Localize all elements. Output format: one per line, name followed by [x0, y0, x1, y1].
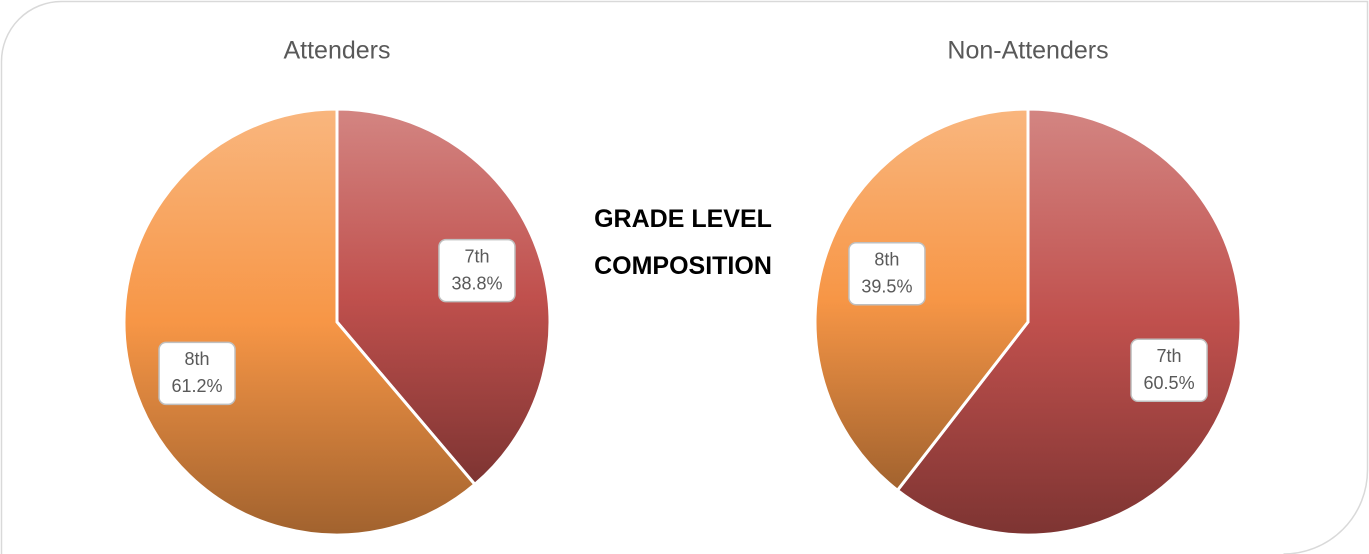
- data-label-box: [1130, 338, 1208, 403]
- data-label-value: 61.2%: [172, 376, 223, 396]
- pie-slice: [122, 107, 477, 537]
- data-label-category: 7th: [464, 246, 489, 266]
- data-label-value: 39.5%: [861, 276, 912, 296]
- pie-title: Non-Attenders: [947, 37, 1108, 65]
- data-label-category: 8th: [185, 349, 210, 369]
- data-label-box: [438, 238, 516, 303]
- data-label-category: 8th: [874, 249, 899, 269]
- data-label-value: 60.5%: [1144, 373, 1195, 393]
- pie-slice: [895, 107, 1243, 537]
- data-label-category: 7th: [1157, 346, 1182, 366]
- data-label-value: 38.8%: [451, 273, 502, 293]
- data-label-box: [158, 341, 236, 406]
- center-title: GRADE LEVEL COMPOSITION: [594, 205, 772, 280]
- pie-title: Attenders: [283, 37, 390, 65]
- data-label-box: [848, 241, 926, 306]
